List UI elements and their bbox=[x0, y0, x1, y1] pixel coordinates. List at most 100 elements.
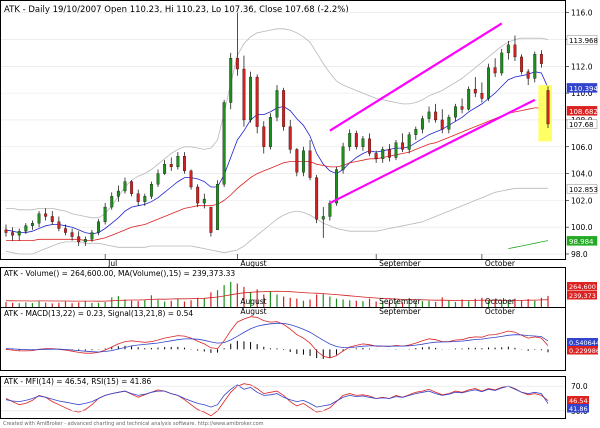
value-label-box bbox=[566, 35, 598, 45]
mfi-y-tick-label: 70.0 bbox=[571, 382, 588, 391]
y-tick-label: 98.0 bbox=[571, 250, 588, 259]
candle-body bbox=[11, 232, 15, 236]
candle-body bbox=[387, 149, 391, 158]
price-series-line bbox=[6, 28, 549, 219]
x-tick-label: Jul bbox=[107, 259, 117, 268]
candle-body bbox=[520, 56, 524, 72]
y-tick-label: 104.0 bbox=[571, 170, 593, 179]
candle-body bbox=[163, 164, 167, 174]
macd-value-box bbox=[567, 346, 598, 355]
candle-body bbox=[308, 150, 312, 178]
candle-body bbox=[454, 106, 457, 118]
candle-body bbox=[315, 177, 319, 220]
candle-body bbox=[143, 196, 147, 202]
highlight-box bbox=[538, 85, 552, 142]
y-tick-label: 100.0 bbox=[571, 223, 593, 232]
volume-value-label: 239,373 bbox=[569, 292, 596, 300]
y-tick-label: 112.0 bbox=[571, 62, 593, 71]
mfi-value-box bbox=[567, 396, 589, 405]
candle-body bbox=[50, 216, 54, 222]
x-tick-label: October bbox=[485, 259, 516, 268]
price-series-line bbox=[508, 240, 549, 249]
value-label: 107.68 bbox=[569, 121, 594, 129]
y-tick-label: 110.0 bbox=[571, 89, 593, 98]
candle-body bbox=[328, 202, 332, 217]
candle-body bbox=[4, 229, 8, 233]
candle-body bbox=[249, 76, 253, 121]
candle-body bbox=[539, 54, 543, 64]
volume-value-box bbox=[567, 282, 597, 291]
value-label-box bbox=[566, 184, 598, 194]
candle-body bbox=[70, 232, 74, 237]
candle-body bbox=[361, 138, 365, 147]
mfi-rsi-title: ATK - MFI(14) = 46.54, RSI(15) = 41.86 bbox=[4, 377, 152, 386]
candle-body bbox=[235, 58, 239, 70]
candle-body bbox=[513, 44, 517, 58]
candle-body bbox=[420, 118, 424, 130]
y-tick-label: 102.0 bbox=[571, 196, 593, 205]
candle-body bbox=[401, 142, 405, 150]
trendline bbox=[329, 22, 503, 132]
mfi-value-label: 46.54 bbox=[569, 397, 588, 405]
value-label-box bbox=[566, 236, 598, 246]
candle-body bbox=[229, 58, 233, 103]
candle-body bbox=[176, 155, 180, 168]
value-label-box bbox=[566, 83, 598, 93]
candle-body bbox=[116, 190, 120, 197]
macd-line bbox=[5, 322, 549, 353]
volume-value-label: 264,600 bbox=[569, 283, 596, 291]
candle-body bbox=[295, 149, 299, 173]
candle-body bbox=[407, 134, 411, 150]
volume-x-label: September bbox=[379, 297, 421, 306]
volume-panel: ATK - Volume() = 264,600.00, MA(Volume()… bbox=[0, 267, 597, 308]
y-tick-label: 116.0 bbox=[571, 9, 593, 18]
candle-body bbox=[546, 90, 550, 125]
mfi-value-box bbox=[567, 404, 589, 413]
macd-x-label: August bbox=[240, 307, 266, 316]
candle-body bbox=[123, 181, 127, 192]
candle-body bbox=[506, 44, 510, 54]
price-series-line bbox=[5, 187, 548, 255]
macd-panel: ATK - MACD(13,22) = 0.23, Signal(13,21,8… bbox=[0, 307, 600, 371]
candle-body bbox=[460, 106, 464, 110]
candle-body bbox=[103, 206, 107, 222]
x-tick-label: August bbox=[240, 259, 266, 268]
candle-body bbox=[189, 170, 193, 188]
mfi-value-label: 41.86 bbox=[569, 405, 588, 413]
mfi-rsi-panel: ATK - MFI(14) = 46.54, RSI(15) = 41.86 7… bbox=[0, 376, 589, 419]
y-tick-label: 106.0 bbox=[571, 143, 593, 152]
value-label-box bbox=[566, 106, 598, 116]
value-label: 108.682 bbox=[569, 108, 598, 116]
candle-body bbox=[255, 76, 259, 127]
candle-body bbox=[30, 223, 34, 226]
candle-body bbox=[348, 133, 352, 147]
candle-body bbox=[487, 67, 490, 99]
candle-body bbox=[374, 153, 378, 159]
mfi-rsi-line bbox=[5, 384, 549, 408]
candle-body bbox=[335, 169, 338, 204]
candle-body bbox=[149, 184, 153, 197]
trendline bbox=[329, 98, 536, 205]
candle-body bbox=[533, 54, 537, 79]
candle-body bbox=[526, 71, 530, 79]
candle-body bbox=[77, 236, 81, 243]
candle-body bbox=[202, 198, 206, 204]
candle-body bbox=[321, 216, 325, 220]
value-label-box bbox=[566, 119, 598, 129]
candle-body bbox=[301, 150, 305, 173]
candle-body bbox=[183, 155, 186, 172]
candle-body bbox=[268, 117, 272, 147]
macd-x-label: September bbox=[379, 307, 421, 316]
volume-title: ATK - Volume() = 264,600.00, MA(Volume()… bbox=[4, 269, 235, 278]
candle-body bbox=[110, 196, 114, 208]
candle-body bbox=[222, 102, 226, 185]
macd-value-label: 0.540644 bbox=[569, 339, 600, 347]
candle-body bbox=[130, 181, 134, 194]
price-title: ATK - Daily 19/10/2007 Open 110.23, Hi 1… bbox=[4, 5, 349, 15]
volume-ma-line bbox=[5, 290, 549, 302]
candle-body bbox=[209, 206, 213, 233]
candle-body bbox=[282, 90, 286, 127]
macd-x-label: October bbox=[485, 307, 516, 316]
candle-body bbox=[381, 149, 385, 159]
candle-body bbox=[90, 232, 94, 240]
